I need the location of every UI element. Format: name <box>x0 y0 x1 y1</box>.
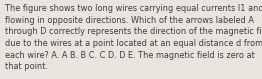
Text: The figure shows two long wires carrying equal currents I1 and I2
flowing in opp: The figure shows two long wires carrying… <box>5 4 262 71</box>
